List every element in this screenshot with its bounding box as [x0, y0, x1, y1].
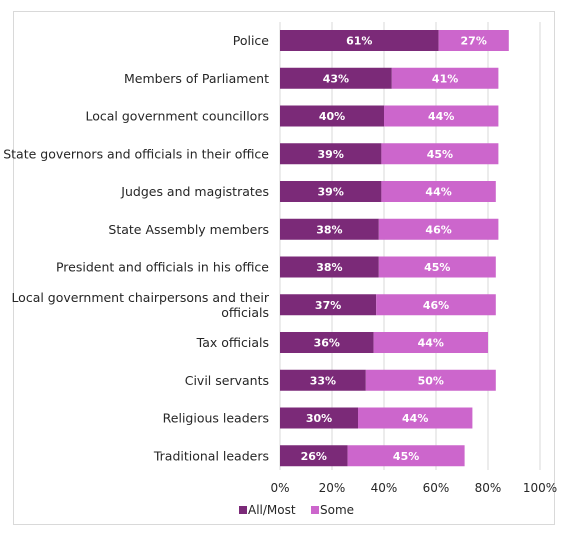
bar-some — [358, 407, 473, 429]
bar-all-most — [280, 30, 439, 51]
x-tick-label: 40% — [371, 481, 398, 495]
data-label: 33% — [310, 374, 336, 387]
data-label: 40% — [319, 110, 345, 123]
bar-all-most — [280, 143, 382, 165]
bar-some — [391, 67, 499, 89]
category-label: Local government chairpersons and their o… — [11, 290, 269, 320]
bar-some — [384, 105, 499, 127]
bar-some — [378, 256, 496, 278]
x-tick-label: 20% — [319, 481, 346, 495]
data-label: 43% — [323, 72, 349, 85]
bar-all-most — [280, 67, 392, 89]
bar-all-most — [280, 218, 379, 240]
data-label: 39% — [318, 186, 344, 199]
category-label: President and officials in his office — [56, 260, 269, 275]
data-label: 46% — [423, 299, 449, 312]
bars: 61% 27% 43% 41% 40% 44% 39% 45% 39% 44% 38% 46% 38% 4… — [280, 30, 509, 467]
legend-label: All/Most — [248, 503, 296, 517]
legend-swatch — [239, 506, 247, 514]
legend-swatch — [311, 506, 319, 514]
data-label: 45% — [424, 261, 450, 274]
data-label: 46% — [425, 223, 451, 236]
legend: All/Most Some — [239, 503, 354, 517]
data-label: 39% — [318, 148, 344, 161]
legend-label: Some — [320, 503, 354, 517]
x-axis-ticks: 0% 20% 40% 60% 80% 100% — [270, 481, 557, 495]
bar-all-most — [280, 332, 374, 353]
category-label: State governors and officials in their o… — [3, 146, 269, 161]
bar-some — [376, 294, 496, 316]
data-label: 45% — [427, 148, 453, 161]
category-label: Members of Parliament — [124, 71, 269, 86]
data-label: 37% — [315, 299, 341, 312]
x-tick-label: 100% — [523, 481, 557, 495]
data-label: 26% — [301, 450, 327, 463]
bar-all-most — [280, 256, 379, 278]
bar-some — [347, 445, 465, 467]
category-labels: Police Members of Parliament Local governm… — [3, 33, 270, 463]
x-tick-label: 60% — [423, 481, 450, 495]
category-label: Local government councillors — [85, 109, 269, 124]
data-label: 61% — [346, 35, 372, 48]
data-label: 44% — [425, 186, 451, 199]
category-label: Tax officials — [196, 335, 269, 350]
data-label: 38% — [316, 223, 342, 236]
bar-some — [373, 332, 488, 353]
category-label: Police — [233, 33, 270, 48]
bar-some — [365, 369, 496, 391]
bar-all-most — [280, 369, 366, 391]
category-label: Traditional leaders — [153, 448, 269, 463]
category-label: Religious leaders — [163, 411, 269, 426]
bar-all-most — [280, 294, 377, 316]
data-label: 30% — [306, 412, 332, 425]
bar-all-most — [280, 181, 382, 202]
bar-some — [381, 143, 499, 165]
data-label: 45% — [393, 450, 419, 463]
x-tick-label: 0% — [270, 481, 289, 495]
bar-some — [378, 218, 499, 240]
bar-all-most — [280, 105, 384, 127]
bar-some — [381, 181, 496, 202]
data-label: 38% — [316, 261, 342, 274]
data-label: 27% — [461, 35, 487, 48]
bar-all-most — [280, 445, 348, 467]
data-label: 50% — [418, 374, 444, 387]
data-label: 36% — [314, 337, 340, 350]
category-label: Judges and magistrates — [120, 184, 269, 199]
data-label: 41% — [432, 72, 458, 85]
bar-all-most — [280, 407, 358, 429]
category-label: Civil servants — [185, 373, 269, 388]
data-label: 44% — [418, 337, 444, 350]
gridlines — [279, 22, 541, 470]
bar-some — [438, 30, 509, 51]
category-label: State Assembly members — [108, 222, 269, 237]
data-label: 44% — [402, 412, 428, 425]
data-label: 44% — [428, 110, 454, 123]
x-tick-label: 80% — [475, 481, 502, 495]
